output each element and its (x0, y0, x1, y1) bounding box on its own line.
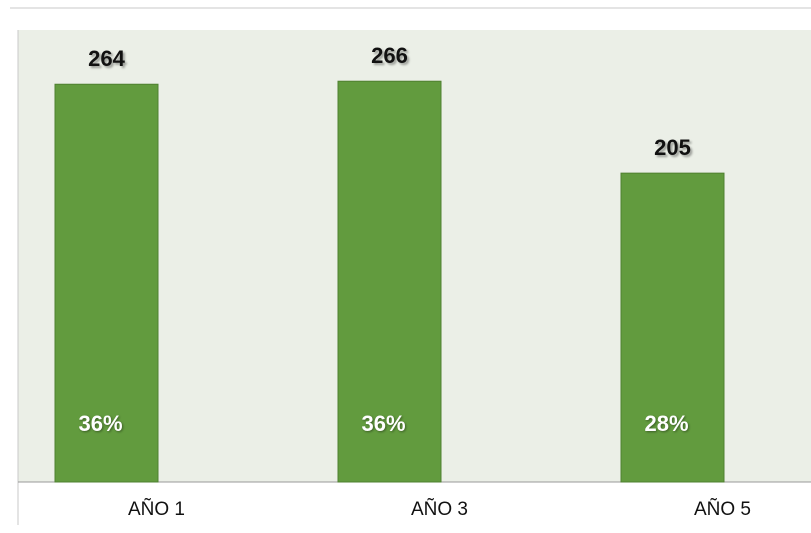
percent-label: 36% (78, 411, 122, 436)
value-label: 205 (654, 135, 691, 160)
bar (620, 172, 725, 483)
bar (54, 83, 159, 483)
x-tick-label: AÑO 1 (128, 498, 185, 520)
value-label: 266 (371, 43, 408, 68)
percent-label: 36% (361, 411, 405, 436)
bar (337, 80, 442, 483)
x-tick-label: AÑO 5 (694, 498, 751, 520)
value-label: 264 (88, 46, 125, 71)
percent-label: 28% (644, 411, 688, 436)
x-tick-label: AÑO 3 (411, 498, 468, 520)
